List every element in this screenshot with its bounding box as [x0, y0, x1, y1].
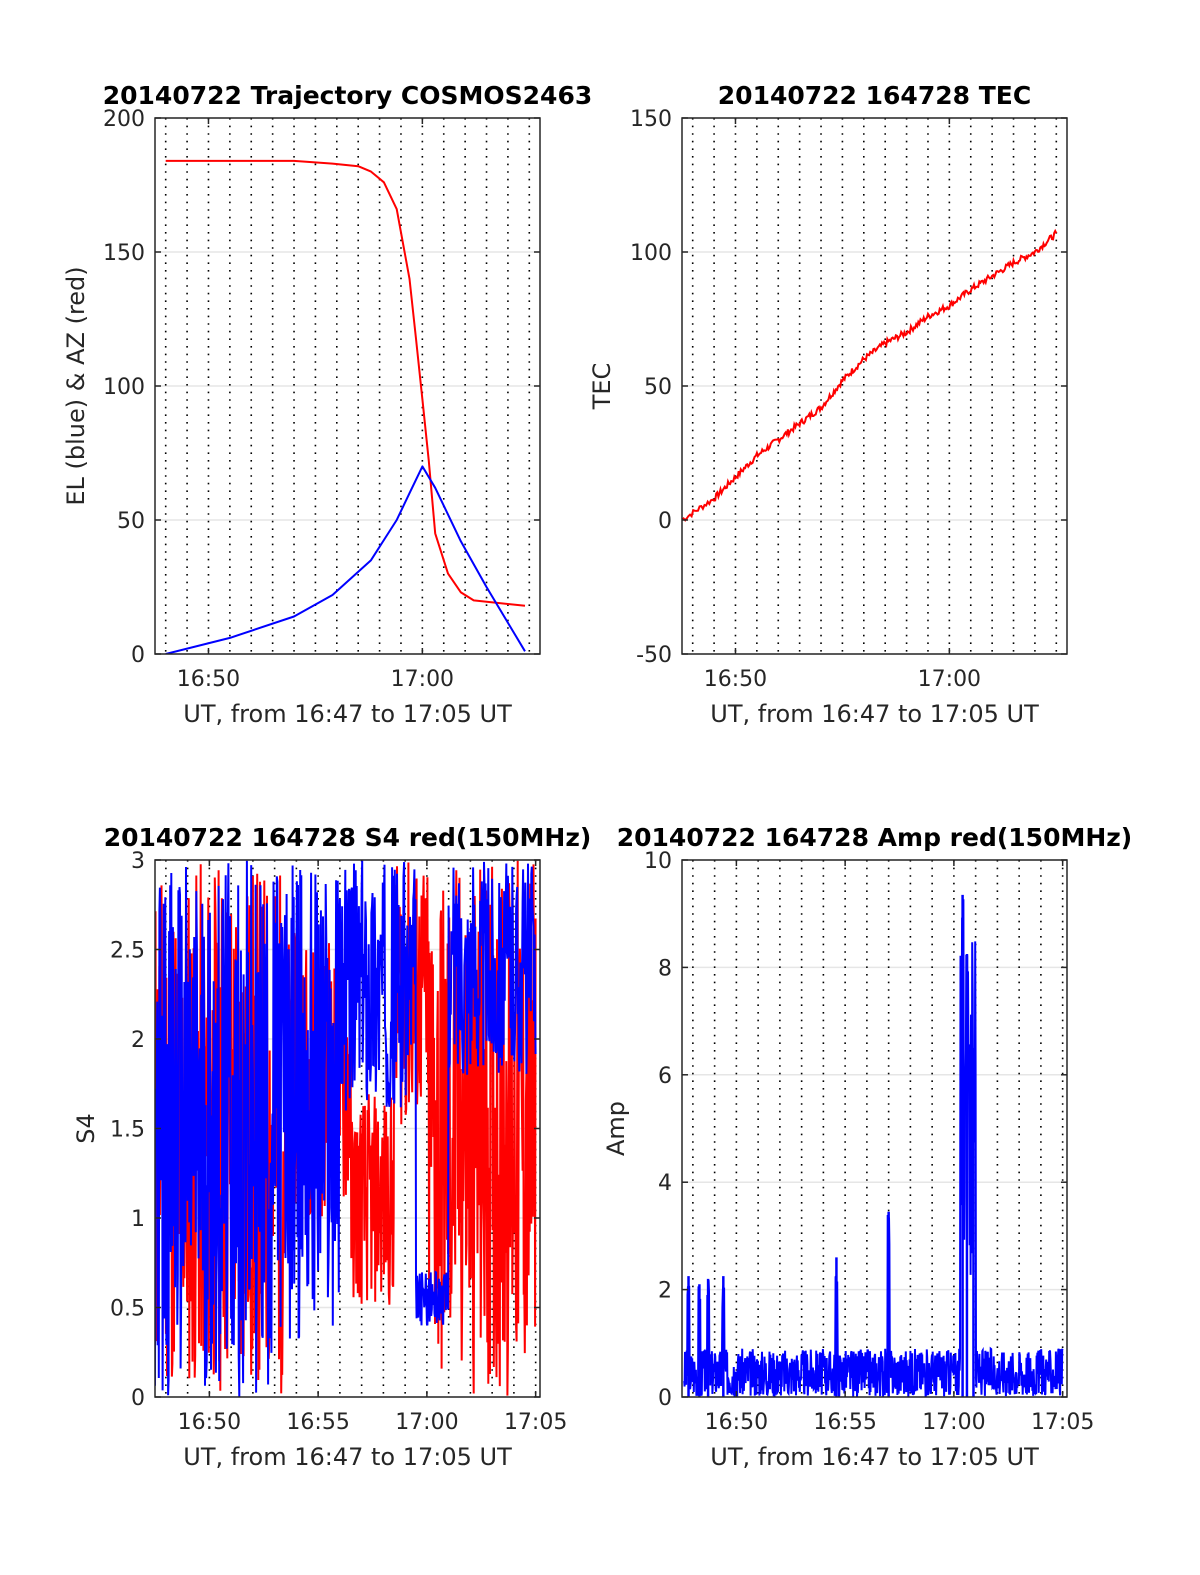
- x-tick-label: 16:50: [178, 1410, 241, 1435]
- y-tick-label: 0: [131, 643, 145, 668]
- y-tick-label: 0: [658, 509, 672, 534]
- el-line: [165, 465, 526, 654]
- y-axis-label: EL (blue) & AZ (red): [62, 266, 90, 505]
- y-tick-label: 50: [117, 509, 145, 534]
- x-axis-label: UT, from 16:47 to 17:05 UT: [183, 1443, 512, 1471]
- x-tick-label: 17:00: [395, 1410, 458, 1435]
- y-tick-label: 1.5: [110, 1118, 145, 1143]
- x-tick-label: 17:00: [391, 667, 454, 692]
- y-tick-label: 200: [103, 107, 145, 132]
- y-tick-label: 3: [131, 849, 145, 874]
- y-tick-label: 150: [630, 107, 672, 132]
- y-tick-label: 0: [131, 1386, 145, 1411]
- data-group: [682, 228, 1058, 522]
- trajectory-panel: 0 50 100 150 200 16:50 17:00 20140722 Trajector…: [62, 81, 592, 728]
- y-axis-label: Amp: [602, 1101, 630, 1156]
- chart-title: 20140722 Trajectory COSMOS2463: [103, 81, 593, 110]
- plot-area: [682, 860, 1067, 1397]
- y-tick-label: 100: [630, 241, 672, 266]
- y-tick-label: 2: [131, 1028, 145, 1053]
- data-group: [155, 860, 537, 1397]
- y-tick-label: 6: [658, 1064, 672, 1089]
- x-tick-label: 16:50: [705, 1410, 768, 1435]
- data-group: [165, 159, 526, 654]
- y-tick-label: 8: [658, 956, 672, 981]
- y-tick-label: 150: [103, 241, 145, 266]
- s4-panel: 0 0.5 1 1.5 2 2.5 3 16:50 16:55 17:00 17:05 2014072…: [72, 823, 591, 1471]
- y-axis-label: S4: [72, 1113, 100, 1144]
- chart-title: 20140722 164728 S4 red(150MHz): [104, 823, 592, 852]
- amp-panel: 0 2 4 6 8 10 16:50 16:55 17:00 17:05 20140722 1647…: [602, 823, 1132, 1471]
- chart-title: 20140722 164728 TEC: [718, 81, 1031, 110]
- tec-panel: -50 0 50 100 150 16:50 17:00 20140722 164728 TE…: [588, 81, 1068, 728]
- x-tick-label: 17:00: [918, 667, 981, 692]
- y-tick-label: 2: [658, 1279, 672, 1304]
- x-tick-label: 16:50: [704, 667, 767, 692]
- x-axis-label: UT, from 16:47 to 17:05 UT: [710, 1443, 1039, 1471]
- y-tick-label: 4: [658, 1171, 672, 1196]
- x-tick-label: 16:50: [177, 667, 240, 692]
- y-tick-label: 10: [644, 849, 672, 874]
- tec-line: [682, 228, 1058, 522]
- x-tick-label: 17:00: [922, 1410, 985, 1435]
- y-tick-label: 50: [644, 375, 672, 400]
- x-tick-label: 17:05: [1031, 1410, 1094, 1435]
- chart-title: 20140722 164728 Amp red(150MHz): [617, 823, 1133, 852]
- x-tick-label: 16:55: [813, 1410, 876, 1435]
- x-tick-label: 17:05: [504, 1410, 567, 1435]
- axes-frame: [681, 859, 1068, 1398]
- y-tick-label: 100: [103, 375, 145, 400]
- y-tick-label: -50: [636, 643, 672, 668]
- y-tick-label: 0.5: [110, 1297, 145, 1322]
- y-tick-label: 0: [658, 1386, 672, 1411]
- x-axis-label: UT, from 16:47 to 17:05 UT: [183, 700, 512, 728]
- y-axis-label: TEC: [588, 363, 616, 411]
- y-tick-label: 1: [131, 1207, 145, 1232]
- az-line: [165, 159, 526, 607]
- s4-blue-line: [155, 860, 537, 1397]
- amp-line: [683, 899, 1064, 1397]
- y-tick-label: 2.5: [110, 939, 145, 964]
- x-tick-label: 16:55: [286, 1410, 349, 1435]
- data-group: [683, 894, 1064, 1397]
- x-axis-label: UT, from 16:47 to 17:05 UT: [710, 700, 1039, 728]
